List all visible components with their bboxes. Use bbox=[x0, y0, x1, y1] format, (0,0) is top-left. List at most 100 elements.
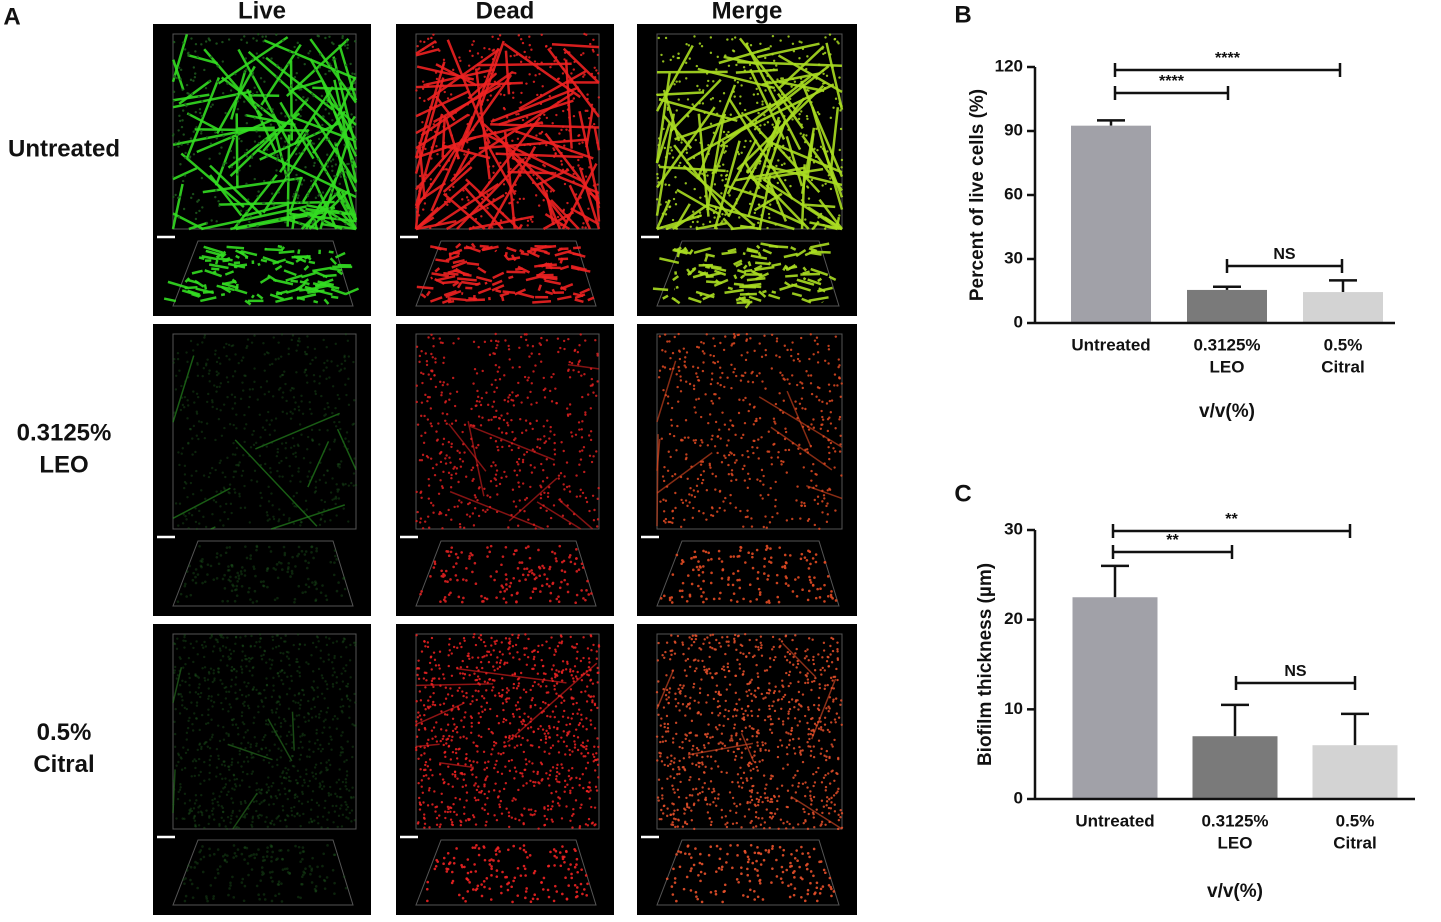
cell-dot bbox=[222, 92, 224, 94]
cell-dot bbox=[492, 220, 494, 222]
cell-dot bbox=[569, 403, 571, 405]
cell-dot bbox=[211, 810, 213, 812]
cell-dot bbox=[307, 801, 309, 803]
cell-dot bbox=[273, 154, 275, 156]
cell-dot bbox=[312, 95, 314, 97]
cell-dot bbox=[179, 786, 181, 788]
cell-dot bbox=[204, 580, 207, 583]
cell-dot bbox=[420, 497, 422, 499]
cell-dot bbox=[733, 333, 735, 335]
cell-dot bbox=[309, 780, 311, 782]
cell-dot bbox=[207, 563, 210, 566]
filament bbox=[749, 261, 751, 266]
cell-dot bbox=[530, 464, 532, 466]
cell-dot bbox=[339, 807, 341, 809]
cell-dot bbox=[798, 444, 800, 446]
cell-dot bbox=[576, 594, 579, 597]
cell-dot bbox=[419, 40, 421, 42]
cell-dot bbox=[546, 419, 548, 421]
cell-dot bbox=[179, 670, 181, 672]
cell-dot bbox=[310, 818, 312, 820]
cell-dot bbox=[430, 407, 432, 409]
cell-dot bbox=[823, 497, 825, 499]
cell-dot bbox=[693, 406, 695, 408]
cell-dot bbox=[694, 496, 696, 498]
cell-dot bbox=[278, 218, 280, 220]
cell-dot bbox=[533, 524, 535, 526]
cell-dot bbox=[177, 352, 179, 354]
cell-dot bbox=[202, 871, 205, 874]
cell-dot bbox=[490, 340, 492, 342]
cell-dot bbox=[291, 475, 293, 477]
cell-dot bbox=[468, 78, 470, 80]
cell-dot bbox=[284, 720, 286, 722]
cell-dot bbox=[232, 375, 234, 377]
cell-dot bbox=[307, 578, 310, 581]
column-label: Dead bbox=[476, 0, 535, 24]
cell-dot bbox=[229, 576, 232, 579]
cell-dot bbox=[286, 655, 288, 657]
cell-dot bbox=[334, 407, 336, 409]
cell-dot bbox=[497, 340, 499, 342]
cell-dot bbox=[216, 374, 218, 376]
cell-dot bbox=[285, 825, 287, 827]
column-label: Merge bbox=[712, 0, 783, 24]
cell-dot bbox=[785, 577, 788, 580]
cell-dot bbox=[806, 448, 808, 450]
cell-dot bbox=[296, 796, 298, 798]
cell-dot bbox=[198, 677, 200, 679]
cell-dot bbox=[271, 731, 273, 733]
cell-dot bbox=[216, 386, 218, 388]
cell-dot bbox=[272, 782, 274, 784]
cell-dot bbox=[345, 804, 347, 806]
cell-dot bbox=[442, 157, 444, 159]
cell-dot bbox=[214, 798, 216, 800]
cell-dot bbox=[288, 664, 290, 666]
cell-dot bbox=[505, 573, 508, 576]
cell-dot bbox=[739, 170, 741, 172]
cell-dot bbox=[505, 475, 507, 477]
cell-dot bbox=[512, 198, 514, 200]
cell-dot bbox=[345, 64, 347, 66]
cell-dot bbox=[235, 470, 237, 472]
cell-dot bbox=[451, 134, 453, 136]
cell-dot bbox=[479, 112, 481, 114]
cell-dot bbox=[437, 438, 439, 440]
cell-dot bbox=[782, 77, 784, 79]
cell-dot bbox=[528, 73, 530, 75]
cell-dot bbox=[341, 748, 343, 750]
cell-dot bbox=[714, 165, 716, 167]
cell-dot bbox=[237, 733, 239, 735]
cell-dot bbox=[310, 180, 312, 182]
cell-dot bbox=[177, 674, 179, 676]
cell-dot bbox=[572, 180, 574, 182]
cell-dot bbox=[664, 333, 666, 335]
cell-dot bbox=[195, 691, 197, 693]
cell-dot bbox=[210, 695, 212, 697]
cell-dot bbox=[776, 202, 778, 204]
cell-dot bbox=[279, 80, 281, 82]
cell-dot bbox=[518, 486, 520, 488]
cell-dot bbox=[208, 369, 210, 371]
cell-dot bbox=[549, 426, 551, 428]
cell-dot bbox=[711, 435, 713, 437]
cell-dot bbox=[189, 810, 191, 812]
cell-dot bbox=[210, 719, 212, 721]
cell-dot bbox=[563, 348, 565, 350]
cell-dot bbox=[339, 796, 341, 798]
cell-dot bbox=[566, 407, 568, 409]
cell-dot bbox=[183, 487, 185, 489]
cell-dot bbox=[246, 149, 248, 151]
cell-dot bbox=[716, 452, 718, 454]
cell-dot bbox=[305, 773, 307, 775]
cell-dot bbox=[331, 477, 333, 479]
cell-dot bbox=[339, 173, 341, 175]
cell-dot bbox=[525, 82, 527, 84]
cell-dot bbox=[776, 596, 779, 599]
cell-dot bbox=[251, 868, 254, 871]
cell-dot bbox=[323, 807, 325, 809]
cell-dot bbox=[534, 364, 536, 366]
cell-dot bbox=[747, 456, 749, 458]
cell-dot bbox=[545, 440, 547, 442]
cell-dot bbox=[671, 129, 673, 131]
